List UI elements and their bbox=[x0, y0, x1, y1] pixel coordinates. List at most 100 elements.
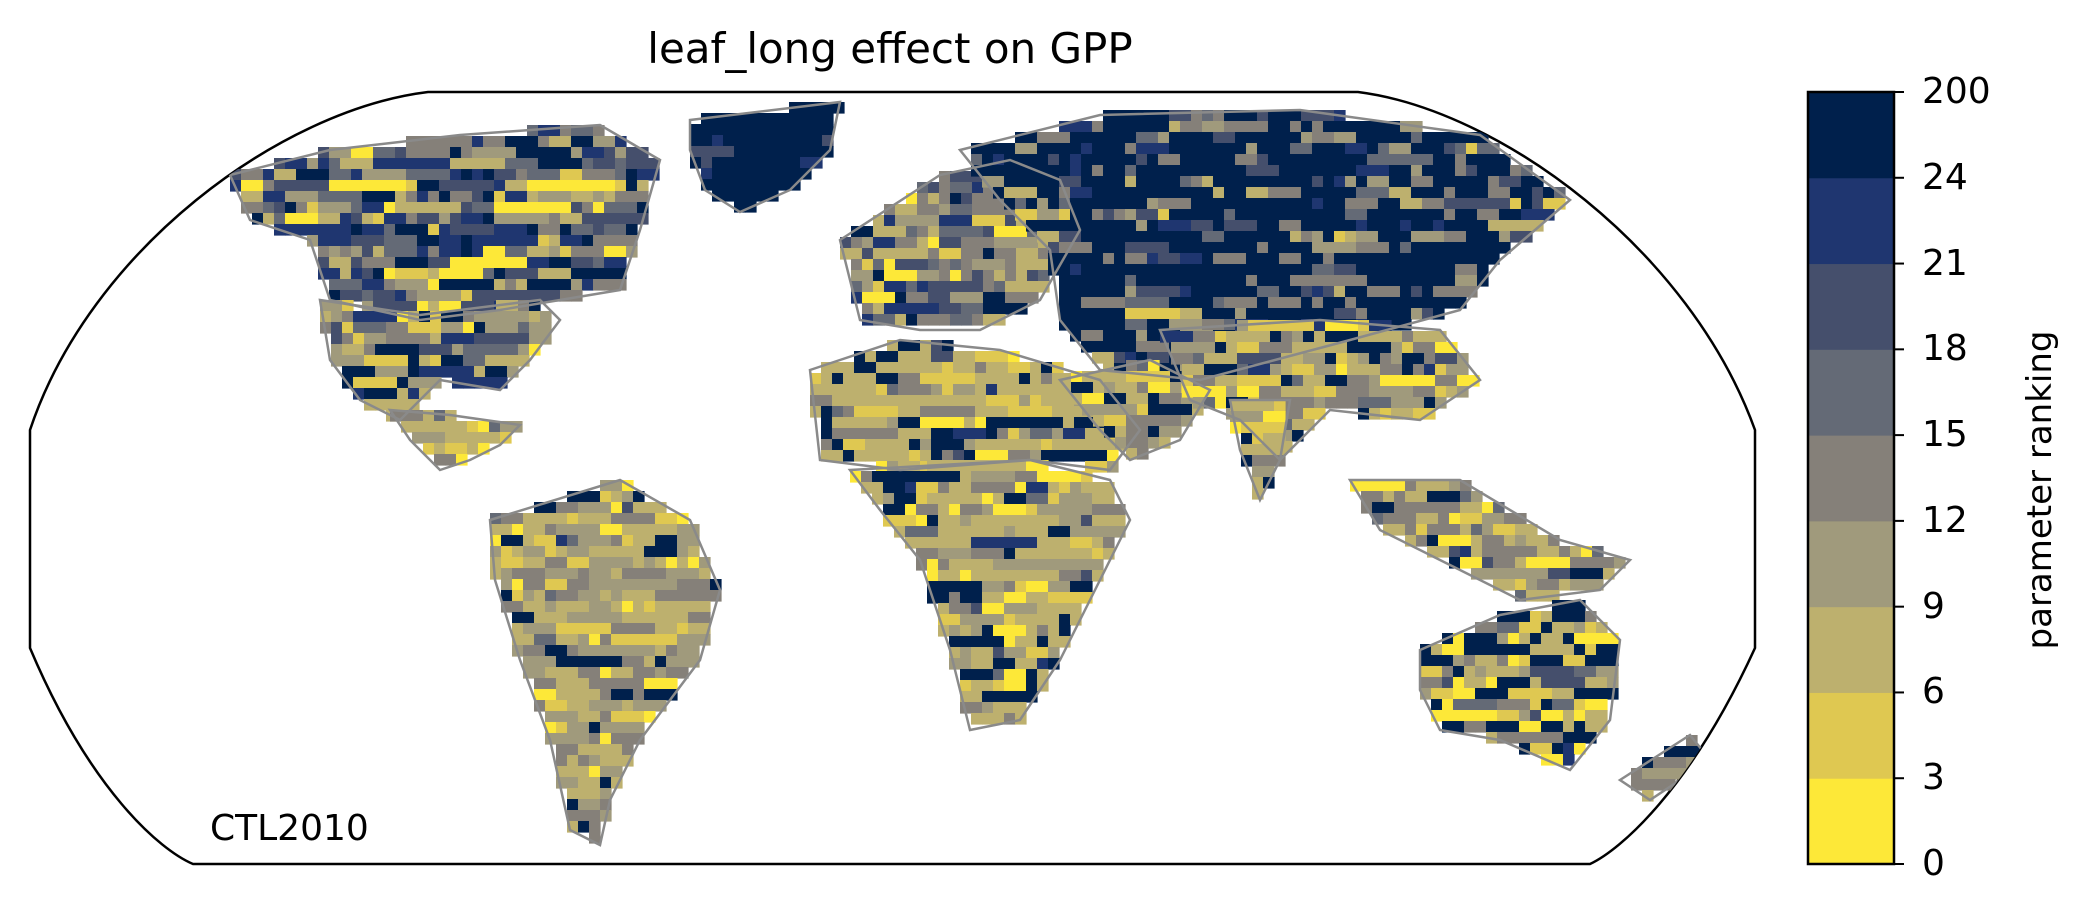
grid-cell bbox=[483, 268, 495, 280]
grid-cell bbox=[1048, 253, 1060, 265]
grid-cell bbox=[578, 502, 590, 514]
grid-cell bbox=[1270, 364, 1282, 376]
grid-cell bbox=[560, 158, 572, 170]
grid-cell bbox=[501, 579, 513, 591]
grid-cell bbox=[1096, 428, 1108, 440]
grid-cell bbox=[1193, 331, 1205, 343]
grid-cell bbox=[485, 377, 497, 389]
grid-cell bbox=[417, 213, 429, 225]
grid-cell bbox=[556, 535, 568, 547]
grid-cell bbox=[1004, 548, 1016, 560]
grid-cell bbox=[1292, 430, 1304, 442]
grid-cell bbox=[373, 202, 385, 214]
grid-cell bbox=[1466, 253, 1478, 265]
grid-cell bbox=[1369, 397, 1381, 409]
grid-cell bbox=[894, 493, 906, 505]
grid-cell bbox=[895, 314, 907, 326]
grid-cell bbox=[483, 202, 495, 214]
grid-cell bbox=[1596, 677, 1608, 689]
grid-cell bbox=[1158, 308, 1170, 320]
grid-cell bbox=[1092, 559, 1104, 571]
grid-cell bbox=[1389, 242, 1401, 254]
grid-cell bbox=[1180, 253, 1192, 265]
grid-cell bbox=[778, 168, 790, 180]
grid-cell bbox=[1325, 375, 1337, 387]
grid-cell bbox=[950, 270, 962, 282]
grid-cell bbox=[589, 601, 601, 613]
grid-cell bbox=[1314, 353, 1326, 365]
grid-cell bbox=[1420, 644, 1432, 656]
grid-cell bbox=[439, 202, 451, 214]
grid-cell bbox=[1369, 353, 1381, 365]
grid-cell bbox=[1070, 570, 1082, 582]
grid-cell bbox=[1345, 275, 1357, 287]
grid-cell bbox=[1521, 209, 1533, 221]
grid-cell bbox=[960, 625, 972, 637]
grid-cell bbox=[373, 180, 385, 192]
grid-cell bbox=[1400, 121, 1412, 133]
grid-cell bbox=[1126, 371, 1138, 383]
grid-cell bbox=[556, 612, 568, 624]
grid-cell bbox=[1191, 209, 1203, 221]
grid-cell bbox=[1059, 570, 1071, 582]
grid-cell bbox=[939, 270, 951, 282]
grid-cell bbox=[501, 513, 513, 525]
grid-cell bbox=[950, 215, 962, 227]
grid-cell bbox=[971, 636, 983, 648]
grid-cell bbox=[1213, 110, 1225, 122]
grid-cell bbox=[887, 351, 899, 363]
grid-cell bbox=[622, 623, 634, 635]
grid-cell bbox=[472, 268, 484, 280]
grid-cell bbox=[1356, 297, 1368, 309]
grid-cell bbox=[1411, 154, 1423, 166]
grid-cell bbox=[950, 237, 962, 249]
grid-cell bbox=[1136, 220, 1148, 232]
grid-cell bbox=[1241, 400, 1253, 412]
grid-cell bbox=[1158, 297, 1170, 309]
grid-cell bbox=[1052, 384, 1064, 396]
grid-cell bbox=[1592, 568, 1604, 580]
grid-cell bbox=[1114, 220, 1126, 232]
grid-cell bbox=[582, 125, 594, 137]
grid-cell bbox=[1082, 393, 1094, 405]
grid-cell bbox=[1358, 342, 1370, 354]
grid-cell bbox=[1015, 165, 1027, 177]
grid-cell bbox=[395, 202, 407, 214]
grid-cell bbox=[1005, 226, 1017, 238]
grid-cell bbox=[428, 290, 440, 302]
grid-cell bbox=[593, 147, 605, 159]
grid-cell bbox=[950, 303, 962, 315]
grid-cell bbox=[1019, 406, 1031, 418]
grid-cell bbox=[549, 246, 561, 258]
grid-cell bbox=[983, 237, 995, 249]
grid-cell bbox=[1008, 395, 1020, 407]
grid-cell bbox=[1169, 121, 1181, 133]
grid-cell bbox=[1048, 603, 1060, 615]
grid-cell bbox=[1482, 568, 1494, 580]
grid-cell bbox=[1378, 297, 1390, 309]
grid-cell bbox=[538, 279, 550, 291]
grid-cell bbox=[982, 143, 994, 155]
grid-cell bbox=[386, 355, 398, 367]
grid-cell bbox=[1103, 548, 1115, 560]
grid-cell bbox=[1136, 319, 1148, 331]
grid-cell bbox=[1400, 220, 1412, 232]
grid-cell bbox=[927, 493, 939, 505]
grid-cell bbox=[1347, 375, 1359, 387]
grid-cell bbox=[538, 268, 550, 280]
grid-cell bbox=[589, 799, 601, 811]
grid-cell bbox=[373, 147, 385, 159]
grid-cell bbox=[571, 224, 583, 236]
grid-cell bbox=[1202, 319, 1214, 331]
grid-cell bbox=[578, 656, 590, 668]
grid-cell bbox=[622, 568, 634, 580]
grid-cell bbox=[1530, 622, 1542, 634]
grid-cell bbox=[993, 625, 1005, 637]
grid-cell bbox=[1411, 209, 1423, 221]
grid-cell bbox=[527, 147, 539, 159]
grid-cell bbox=[452, 311, 464, 323]
grid-cell bbox=[1530, 721, 1542, 733]
grid-cell bbox=[589, 579, 601, 591]
grid-cell bbox=[483, 180, 495, 192]
grid-cell bbox=[406, 147, 418, 159]
